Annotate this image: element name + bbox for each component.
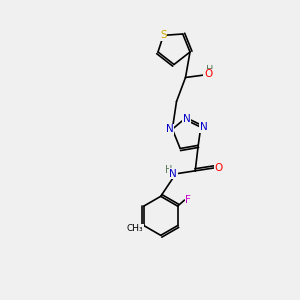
Text: S: S	[160, 30, 167, 40]
Text: H: H	[206, 65, 213, 75]
Text: CH₃: CH₃	[127, 224, 143, 233]
Text: O: O	[214, 163, 223, 173]
Text: N: N	[200, 122, 208, 132]
Text: N: N	[166, 124, 174, 134]
Text: O: O	[204, 70, 212, 80]
Text: H: H	[165, 165, 173, 175]
Text: N: N	[169, 169, 177, 179]
Text: F: F	[185, 195, 191, 205]
Text: N: N	[183, 114, 190, 124]
